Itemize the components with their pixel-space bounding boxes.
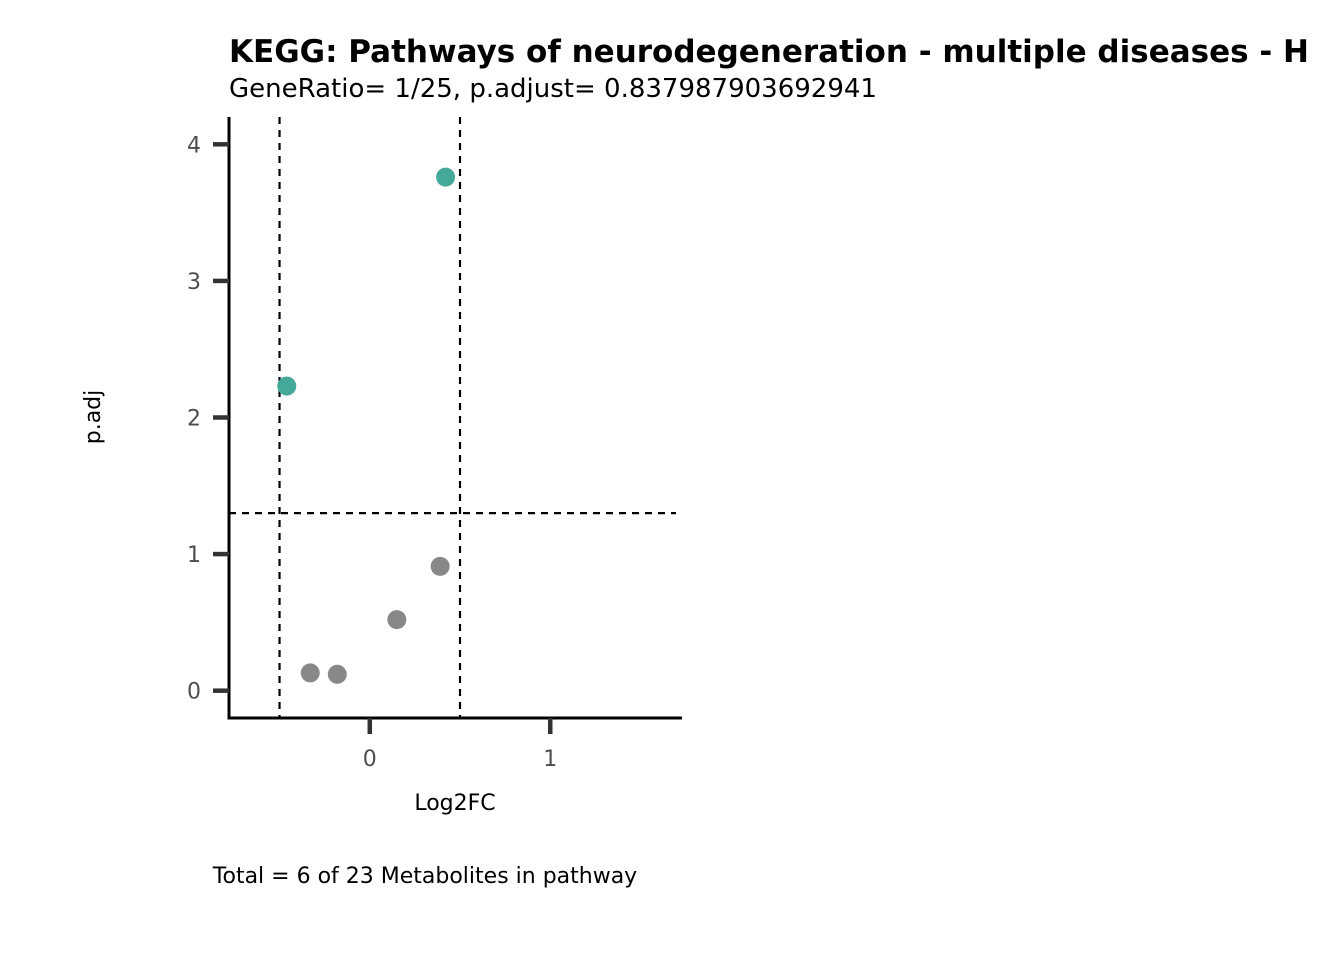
y-tick-label: 3 — [187, 270, 201, 295]
y-tick-label: 2 — [187, 407, 201, 432]
y-tick-label: 1 — [187, 543, 201, 568]
data-point — [300, 663, 320, 683]
data-point — [387, 610, 407, 630]
y-tick-label: 0 — [187, 680, 201, 705]
data-point — [277, 376, 297, 396]
data-point — [327, 664, 347, 684]
plot-area: 0 1 2 3 4 0 1 — [187, 117, 682, 772]
x-tick-label: 1 — [543, 747, 557, 772]
y-axis-title: p.adj — [81, 390, 106, 445]
data-point — [430, 556, 450, 576]
y-tick-label: 4 — [187, 133, 201, 158]
chart-caption: Total = 6 of 23 Metabolites in pathway — [212, 864, 637, 889]
data-point — [436, 167, 456, 187]
x-axis-title: Log2FC — [414, 791, 495, 816]
chart-subtitle: GeneRatio= 1/25, p.adjust= 0.83798790369… — [229, 74, 877, 104]
chart-title: KEGG: Pathways of neurodegeneration - mu… — [229, 34, 1309, 70]
x-tick-label: 0 — [363, 747, 377, 772]
